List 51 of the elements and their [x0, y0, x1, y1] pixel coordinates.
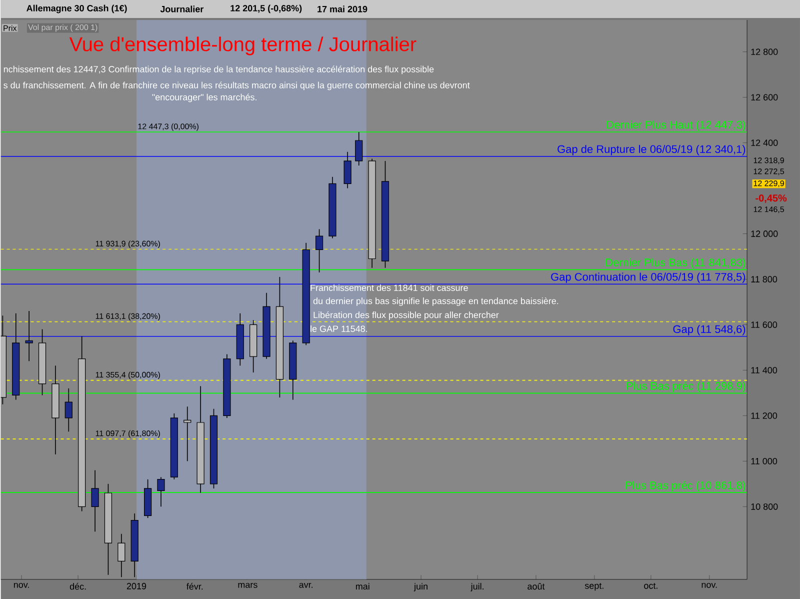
x-tick-label: juin — [414, 582, 428, 592]
x-tick-label: déc. — [70, 582, 86, 590]
annotation: nchissement des 12447,3 Confirmation de la reprise de la tendance haussière accélération des flux possible — [4, 65, 434, 74]
candlestick — [344, 151, 352, 188]
x-tick-label: sept. — [584, 582, 604, 590]
y-tick-label: 12 600 — [751, 94, 778, 100]
candlestick — [157, 476, 165, 507]
y-tick-label: 12 000 — [751, 230, 778, 237]
x-tick-label: oct. — [644, 582, 658, 589]
ref-line-label: Dernier Plus Bas (11 841,83) — [606, 258, 746, 268]
text: -0,45% — [756, 194, 787, 203]
annotation: Libération des flux possible pour aller chercher — [314, 311, 499, 320]
text: Allemagne 30 Cash (1€) — [26, 4, 127, 14]
ref-line-label: Plus Bas préc (11 298,9) — [626, 381, 746, 392]
y-tick-label: 11 800 — [751, 276, 778, 282]
x-tick-label: nov. — [14, 582, 29, 588]
candlestick — [118, 533, 126, 578]
text: Vue d'ensemble-long terme / Journalier — [69, 36, 416, 56]
candlestick — [355, 131, 363, 166]
y-tick-label: 11 000 — [751, 458, 778, 464]
y-tick-label: 10 800 — [751, 503, 778, 510]
ref-line-label: Gap de Rupture le 06/05/19 (12 340,1) — [558, 144, 746, 156]
ref-line-label: Gap (11 548,6) — [673, 324, 746, 335]
x-tick-label: 2019 — [126, 582, 146, 590]
candlestick — [184, 406, 192, 462]
annotation: du dernier plus bas signifie le passage en tendance baissière. — [313, 297, 558, 306]
annotation: Franchissement des 11841 soit cassure — [310, 284, 468, 291]
y-tick-label: 11 400 — [751, 366, 778, 374]
y-tick-label: 11 600 — [751, 321, 778, 328]
x-tick-label: mai — [356, 582, 370, 590]
x-tick-label: mars — [238, 582, 258, 588]
text: Journalier — [160, 5, 204, 12]
ref-line-label: Plus Bas préc (10 861,8) — [626, 480, 746, 492]
x-tick-label: avr. — [299, 582, 313, 588]
annotation: le GAP 11548. — [310, 325, 368, 332]
annotation: s du franchissement. A fin de franchire ce niveau les résultats macro ainsi que la guerre commercial chine us devront — [4, 81, 470, 90]
x-tick-label: juil. — [470, 582, 484, 592]
candlestick — [91, 470, 99, 532]
ref-line-label: Dernier Plus Haut (12 447,3) — [606, 120, 746, 131]
candlestick — [64, 388, 72, 432]
ref-line-label: Gap Continuation le 06/05/19 (11 778,5) — [551, 272, 746, 283]
annotation: "encourager" les marchés. — [152, 93, 256, 102]
y-tick-label: 12 400 — [751, 139, 778, 146]
y-tick-label: 11 200 — [751, 412, 778, 419]
x-tick-label: août — [528, 582, 545, 590]
text: 17 mai 2019 — [318, 5, 368, 12]
x-tick-label: févr. — [186, 582, 203, 590]
candlestick — [315, 228, 324, 273]
x-tick-label: nov. — [702, 582, 717, 588]
y-tick-label: 12 800 — [751, 48, 778, 55]
text: 12 201,5 (-0,68%) — [230, 4, 302, 13]
